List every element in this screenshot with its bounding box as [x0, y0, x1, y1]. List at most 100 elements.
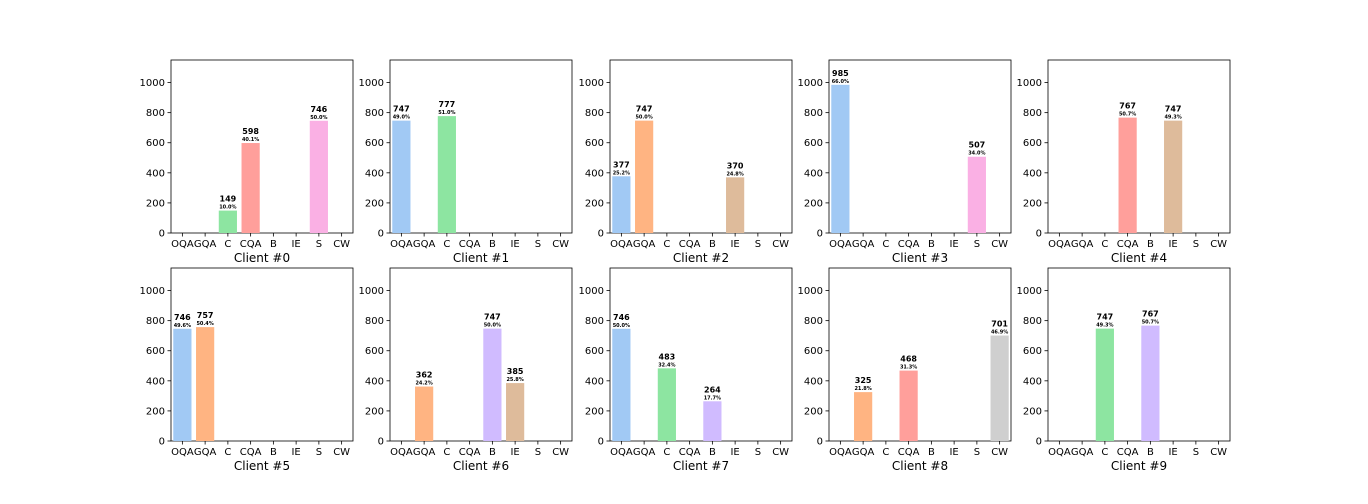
x-tick-label: OQA — [390, 239, 413, 250]
x-tick-label: IE — [1168, 447, 1177, 458]
subplot-title: Client #4 — [1111, 251, 1167, 265]
x-tick-label: CQA — [898, 447, 920, 458]
bar-value-label: 747 — [393, 105, 410, 114]
y-tick-label: 1000 — [579, 78, 604, 89]
x-tick-label: GQA — [194, 239, 217, 250]
bar-value-label: 598 — [242, 127, 259, 136]
axes-frame — [170, 267, 354, 442]
bar-percent-label: 49.6% — [174, 323, 191, 329]
bar-s — [967, 156, 986, 233]
y-tick-label: 200 — [365, 198, 384, 209]
x-tick-label: B — [1147, 239, 1154, 250]
x-tick-label: B — [928, 239, 935, 250]
x-tick-label: IE — [510, 239, 519, 250]
y-tick-label: 800 — [1023, 108, 1042, 119]
subplot-title: Client #1 — [453, 251, 509, 265]
bar-oqa — [612, 176, 631, 233]
y-tick-label: 400 — [804, 376, 823, 387]
axes-frame — [828, 267, 1012, 442]
x-tick-label: S — [535, 239, 541, 250]
y-tick-label: 600 — [146, 138, 165, 149]
x-tick-label: CQA — [459, 239, 481, 250]
y-tick-label: 400 — [585, 376, 604, 387]
x-tick-label: IE — [949, 447, 958, 458]
bar-value-label: 747 — [636, 105, 653, 114]
y-tick-label: 1000 — [1017, 286, 1042, 297]
bar-percent-label: 50.0% — [310, 115, 327, 121]
bar-value-label: 746 — [613, 313, 630, 322]
y-tick-label: 0 — [817, 437, 823, 448]
bar-percent-label: 50.7% — [1142, 320, 1159, 326]
x-tick-label: GQA — [413, 447, 436, 458]
bar-oqa — [392, 120, 411, 233]
bar-percent-label: 50.7% — [1119, 112, 1136, 118]
subplot-title: Client #8 — [892, 459, 948, 473]
bar-c — [218, 210, 237, 233]
subplot-title: Client #6 — [453, 459, 509, 473]
x-tick-label: CQA — [898, 239, 920, 250]
y-tick-label: 800 — [804, 108, 823, 119]
subplot-client-7: 0 200 400 600 800 1000 OQA GQA C CQA B IE S CW 74650.0… — [579, 267, 793, 473]
x-tick-label: GQA — [633, 239, 656, 250]
bar-value-label: 483 — [659, 352, 676, 361]
subplot-client-0: 0 200 400 600 800 1000 OQA GQA C CQA B IE S CW 14910.0… — [140, 59, 354, 265]
axes-frame — [609, 59, 793, 234]
y-tick-label: 200 — [146, 406, 165, 417]
y-tick-label: 800 — [365, 316, 384, 327]
x-tick-label: B — [1147, 447, 1154, 458]
bar-value-label: 149 — [220, 195, 237, 204]
y-tick-label: 600 — [804, 138, 823, 149]
subplot-client-3: 0 200 400 600 800 1000 OQA GQA C CQA B IE S CW 98566.0… — [798, 59, 1012, 265]
x-tick-label: S — [1193, 239, 1199, 250]
y-tick-label: 200 — [365, 406, 384, 417]
x-tick-label: CQA — [240, 447, 262, 458]
bar-percent-label: 49.3% — [1096, 323, 1113, 329]
x-tick-label: GQA — [852, 447, 875, 458]
subplot-client-9: 0 200 400 600 800 1000 OQA GQA C CQA B IE S CW 74749.3… — [1017, 267, 1231, 473]
x-tick-label: C — [224, 447, 231, 458]
x-tick-label: B — [270, 447, 277, 458]
x-tick-label: CW — [772, 239, 789, 250]
bar-ie — [1164, 120, 1183, 233]
x-tick-label: S — [316, 239, 322, 250]
axes-frame — [389, 267, 573, 442]
bar-value-label: 746 — [174, 313, 191, 322]
x-tick-label: GQA — [1071, 239, 1094, 250]
y-tick-label: 0 — [817, 229, 823, 240]
bar-gqa — [196, 327, 215, 441]
y-tick-label: 400 — [1023, 168, 1042, 179]
bar-percent-label: 46.9% — [991, 330, 1008, 336]
y-tick-label: 200 — [804, 406, 823, 417]
y-tick-label: 800 — [146, 108, 165, 119]
y-tick-label: 1000 — [579, 286, 604, 297]
x-tick-label: IE — [510, 447, 519, 458]
x-tick-label: GQA — [194, 447, 217, 458]
y-tick-label: 0 — [598, 437, 604, 448]
y-tick-label: 200 — [585, 198, 604, 209]
bar-percent-label: 10.0% — [219, 205, 236, 211]
bar-value-label: 767 — [1119, 102, 1136, 111]
y-tick-label: 800 — [585, 316, 604, 327]
subplot-client-1: 0 200 400 600 800 1000 OQA GQA C CQA B IE S CW 74749.0… — [359, 59, 573, 265]
bar-percent-label: 25.2% — [613, 170, 630, 176]
x-tick-label: IE — [291, 239, 300, 250]
y-tick-label: 1000 — [798, 286, 823, 297]
x-tick-label: C — [882, 447, 889, 458]
x-tick-label: C — [443, 239, 450, 250]
bar-c — [1095, 328, 1114, 441]
x-tick-label: S — [974, 447, 980, 458]
bar-b — [483, 328, 502, 441]
bar-percent-label: 49.0% — [393, 115, 410, 121]
x-tick-label: OQA — [171, 239, 194, 250]
x-tick-label: C — [224, 239, 231, 250]
bar-value-label: 747 — [1165, 105, 1182, 114]
y-tick-label: 0 — [1036, 437, 1042, 448]
y-tick-label: 1000 — [140, 78, 165, 89]
x-tick-label: IE — [949, 239, 958, 250]
subplot-client-4: 0 200 400 600 800 1000 OQA GQA C CQA B IE S CW 76750.7… — [1017, 59, 1231, 265]
x-tick-label: C — [663, 447, 670, 458]
bar-ie — [506, 383, 525, 441]
bar-c — [657, 368, 676, 441]
subplot-title: Client #0 — [234, 251, 290, 265]
y-tick-label: 600 — [585, 346, 604, 357]
